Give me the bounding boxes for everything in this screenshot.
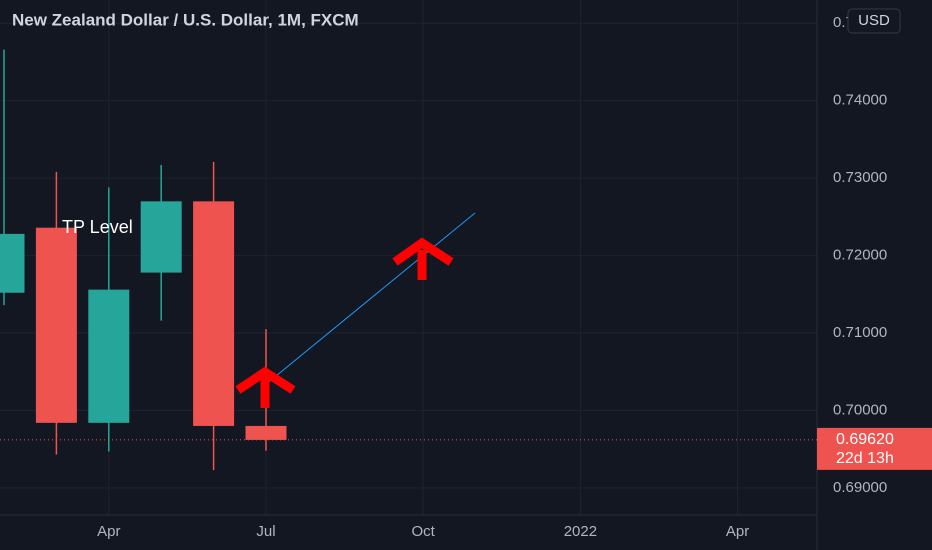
price-axis: 0.69000 0.70000 0.71000 0.72000 0.73000 0.740… — [833, 14, 887, 496]
price-label: 0.69620 — [836, 431, 894, 448]
currency-button[interactable] — [847, 8, 901, 34]
candles — [0, 49, 287, 471]
y-tick-label: 0.72000 — [833, 247, 887, 264]
candle-body — [0, 233, 25, 293]
x-tick-label: Jul — [256, 523, 275, 540]
candle-body — [193, 201, 235, 426]
currency-label[interactable]: USD — [858, 12, 890, 29]
candle-body — [88, 289, 130, 423]
x-tick-label: Apr — [726, 523, 749, 540]
y-tick-label: 0.73000 — [833, 169, 887, 186]
candle-body — [140, 201, 182, 273]
countdown-label: 22d 13h — [836, 450, 894, 467]
chart-title: New Zealand Dollar / U.S. Dollar, 1M, FX… — [12, 10, 359, 29]
price-label-box — [817, 427, 932, 470]
arrow-up — [392, 237, 454, 280]
trend-line — [264, 212, 476, 386]
y-tick-label: 0.70000 — [833, 401, 887, 418]
grid — [0, 0, 817, 515]
candle-body — [35, 227, 77, 423]
y-tick-label: 0.74000 — [833, 92, 887, 109]
arrow-up — [235, 366, 296, 408]
x-tick-label: Apr — [97, 523, 120, 540]
candle-body — [245, 425, 287, 440]
y-tick-label: 0.69000 — [833, 479, 887, 496]
x-tick-label: Oct — [412, 523, 436, 540]
y-tick-label: 0.71000 — [833, 324, 887, 341]
annotation: TP Level — [62, 217, 133, 237]
x-tick-label: 2022 — [564, 523, 597, 540]
